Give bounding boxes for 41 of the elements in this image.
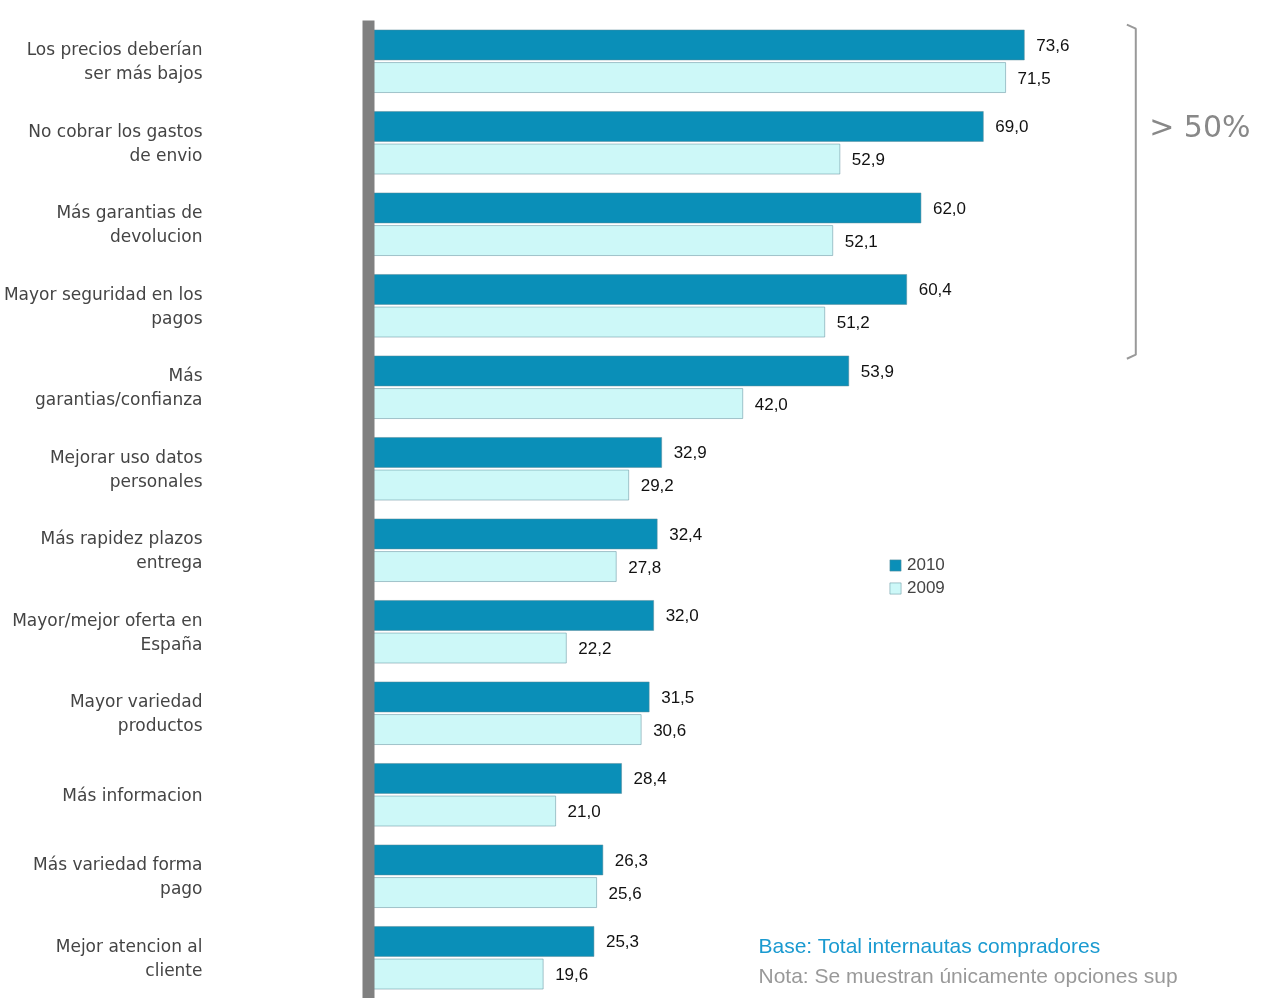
- data-label: 62,0: [932, 198, 967, 218]
- data-label: 42,0: [754, 394, 788, 414]
- annotation: Base: Total internautas compradores: [758, 933, 1101, 957]
- legend-label: 2009: [907, 578, 945, 598]
- y-tick-label: Los precios deberían ser más bajos: [26, 39, 203, 84]
- data-label: 29,2: [640, 476, 674, 496]
- data-label: 26,3: [614, 850, 648, 870]
- data-label: 52,1: [844, 231, 878, 251]
- text: > 50%: [1149, 108, 1251, 144]
- data-label: 53,9: [860, 361, 894, 381]
- data-label: 32,9: [673, 443, 707, 463]
- data-label: 32,0: [665, 606, 699, 626]
- y-tick-label: Más variedad forma pago: [33, 854, 203, 899]
- data-label: 60,4: [918, 280, 952, 300]
- data-label: 73,6: [1036, 35, 1070, 55]
- legend-label: 2010: [907, 555, 945, 575]
- data-label: 19,6: [555, 965, 589, 985]
- data-label: 21,0: [567, 802, 601, 822]
- data-label: 25,3: [605, 932, 640, 952]
- y-tick-label: Mejorar uso datos personales: [49, 446, 203, 491]
- y-tick-label: Más garantias/confianza: [34, 365, 203, 410]
- y-tick-label: Más rapidez plazos entrega: [40, 528, 203, 573]
- y-tick-label: Mayor/mejor oferta en España: [12, 609, 203, 654]
- data-label: 22,2: [578, 639, 612, 659]
- data-label: 27,8: [628, 557, 662, 577]
- y-tick-label: Mayor seguridad en los pagos: [3, 283, 203, 328]
- data-label: 31,5: [661, 687, 695, 707]
- data-label: 69,0: [995, 117, 1029, 137]
- data-label: 28,4: [633, 769, 667, 789]
- data-label: 71,5: [1017, 68, 1051, 88]
- y-tick-label: Más informacion: [62, 784, 203, 805]
- data-label: 25,6: [608, 883, 642, 903]
- y-tick-label: No cobrar los gastos de envio: [28, 120, 203, 165]
- y-tick-label: Mejor atencion al cliente: [55, 935, 203, 980]
- y-tick-label: Más garantias de devolucion: [56, 202, 203, 247]
- data-label: 52,9: [851, 150, 885, 170]
- data-label: 32,4: [669, 524, 703, 544]
- data-label: 30,6: [653, 720, 687, 740]
- data-label: 51,2: [836, 313, 870, 333]
- y-tick-label: Mayor variedad productos: [69, 691, 203, 736]
- annotation: Nota: Se muestran únicamente opciones sup: [758, 963, 1178, 987]
